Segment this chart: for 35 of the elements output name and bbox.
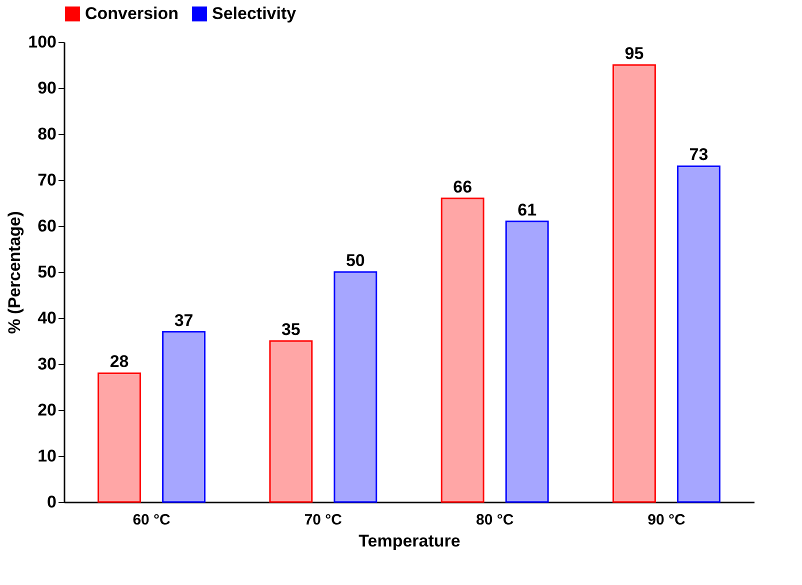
- bar: [334, 271, 378, 503]
- data-label: 35: [281, 320, 300, 339]
- y-tick-label: 100: [28, 32, 56, 52]
- x-axis-title: Temperature: [358, 532, 460, 550]
- y-tick-label: 70: [38, 170, 56, 190]
- legend-label: Selectivity: [212, 4, 297, 23]
- y-tick-label: 80: [38, 124, 56, 144]
- bar: [98, 372, 141, 503]
- x-tick-label: 70 °C: [304, 512, 342, 528]
- data-label: 73: [689, 145, 708, 164]
- data-label: 66: [453, 177, 472, 196]
- bar: [505, 220, 549, 503]
- x-tick-label: 80 °C: [476, 512, 514, 528]
- y-tick-label: 40: [38, 308, 56, 328]
- bar: [269, 340, 313, 503]
- y-tick-label: 60: [38, 216, 56, 236]
- x-tick-label: 90 °C: [648, 512, 686, 528]
- x-tick-label: 60 °C: [132, 512, 171, 528]
- y-tick-label: 20: [38, 400, 56, 420]
- data-label: 61: [518, 200, 537, 220]
- bar: [162, 331, 206, 503]
- y-axis-title: % (Percentage): [5, 211, 24, 334]
- legend-label: Conversion: [85, 4, 179, 23]
- y-tick-label: 30: [38, 354, 56, 374]
- data-label: 37: [174, 310, 194, 330]
- y-tick-label: 90: [38, 78, 56, 98]
- bar: [677, 165, 720, 503]
- data-label: 95: [624, 44, 644, 63]
- data-label: 50: [346, 251, 365, 270]
- y-tick-label: 10: [38, 446, 56, 466]
- bar: [440, 198, 484, 503]
- y-tick-label: 50: [38, 262, 56, 282]
- y-tick-label: 0: [47, 492, 56, 512]
- bar: [612, 64, 656, 503]
- data-label: 28: [110, 352, 129, 372]
